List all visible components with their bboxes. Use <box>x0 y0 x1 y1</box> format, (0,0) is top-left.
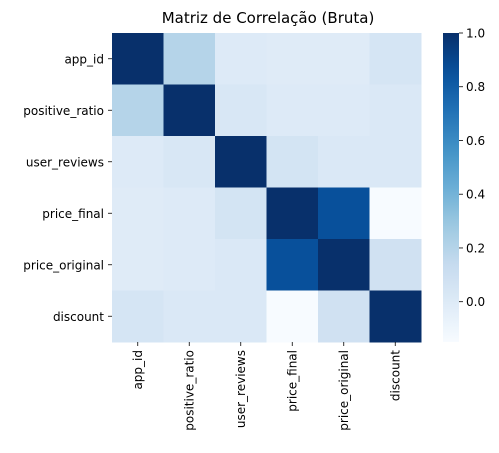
heatmap-cell <box>163 136 216 188</box>
heatmap-cell <box>163 187 216 240</box>
x-tick-label: app_id <box>131 350 145 390</box>
heatmap-cell <box>369 136 422 188</box>
heatmap-cell <box>369 187 422 240</box>
colorbar-tick-label: 0.2 <box>466 241 485 255</box>
heatmap-cell <box>215 290 267 343</box>
y-axis: app_id positive_ratio user_reviews price_fi… <box>23 52 112 324</box>
heatmap-cell <box>112 33 164 85</box>
colorbar-tick-label: 0.8 <box>466 80 485 94</box>
heatmap-cell <box>369 239 422 291</box>
y-tick-label: price_final <box>42 207 104 221</box>
heatmap-cell <box>266 136 319 188</box>
heatmap-cell <box>266 239 319 291</box>
heatmap-cell <box>163 84 216 137</box>
y-tick-label: app_id <box>64 52 104 66</box>
y-tick-label: positive_ratio <box>23 104 104 118</box>
heatmap-cell <box>215 239 267 291</box>
heatmap-cell <box>112 290 164 343</box>
colorbar-tick-label: 0.6 <box>466 134 485 148</box>
heatmap-cell <box>318 187 370 240</box>
heatmap-cell <box>318 239 370 291</box>
heatmap-cell <box>163 290 216 343</box>
x-tick-label: user_reviews <box>234 350 248 428</box>
colorbar-tick-label: 0.0 <box>466 295 485 309</box>
heatmap-cell <box>266 84 319 137</box>
heatmap-cell <box>215 84 267 137</box>
x-tick-label: discount <box>388 350 402 401</box>
y-tick-label: discount <box>53 310 104 324</box>
heatmap-cell <box>215 187 267 240</box>
heatmap-cell <box>215 33 267 85</box>
heatmap-cells <box>112 33 422 343</box>
x-tick-label: price_final <box>285 350 299 412</box>
y-tick-label: user_reviews <box>26 155 104 169</box>
heatmap-cell <box>369 290 422 343</box>
heatmap-cell <box>112 136 164 188</box>
heatmap-cell <box>266 187 319 240</box>
y-tick-label: price_original <box>23 258 104 272</box>
x-tick-label: price_original <box>337 350 351 431</box>
heatmap-cell <box>318 33 370 85</box>
heatmap-cell <box>318 136 370 188</box>
colorbar-tick-label: 1.0 <box>466 27 485 41</box>
heatmap-cell <box>266 290 319 343</box>
x-axis: app_id positive_ratio user_reviews price_fi… <box>131 342 402 431</box>
heatmap-cell <box>369 33 422 85</box>
heatmap-cell <box>266 33 319 85</box>
heatmap-cell <box>318 84 370 137</box>
heatmap-cell <box>318 290 370 343</box>
heatmap-cell <box>215 136 267 188</box>
heatmap-cell <box>163 239 216 291</box>
heatmap-cell <box>112 187 164 240</box>
colorbar-gradient <box>443 33 459 342</box>
heatmap-cell <box>112 84 164 137</box>
colorbar-tick-label: 0.4 <box>466 188 485 202</box>
heatmap-cell <box>369 84 422 137</box>
heatmap-cell <box>112 239 164 291</box>
heatmap-cell <box>163 33 216 85</box>
chart-title: Matriz de Correlação (Bruta) <box>162 9 375 27</box>
colorbar: 0.0 0.2 0.4 0.6 0.8 1.0 <box>443 27 485 342</box>
x-tick-label: positive_ratio <box>182 350 196 431</box>
